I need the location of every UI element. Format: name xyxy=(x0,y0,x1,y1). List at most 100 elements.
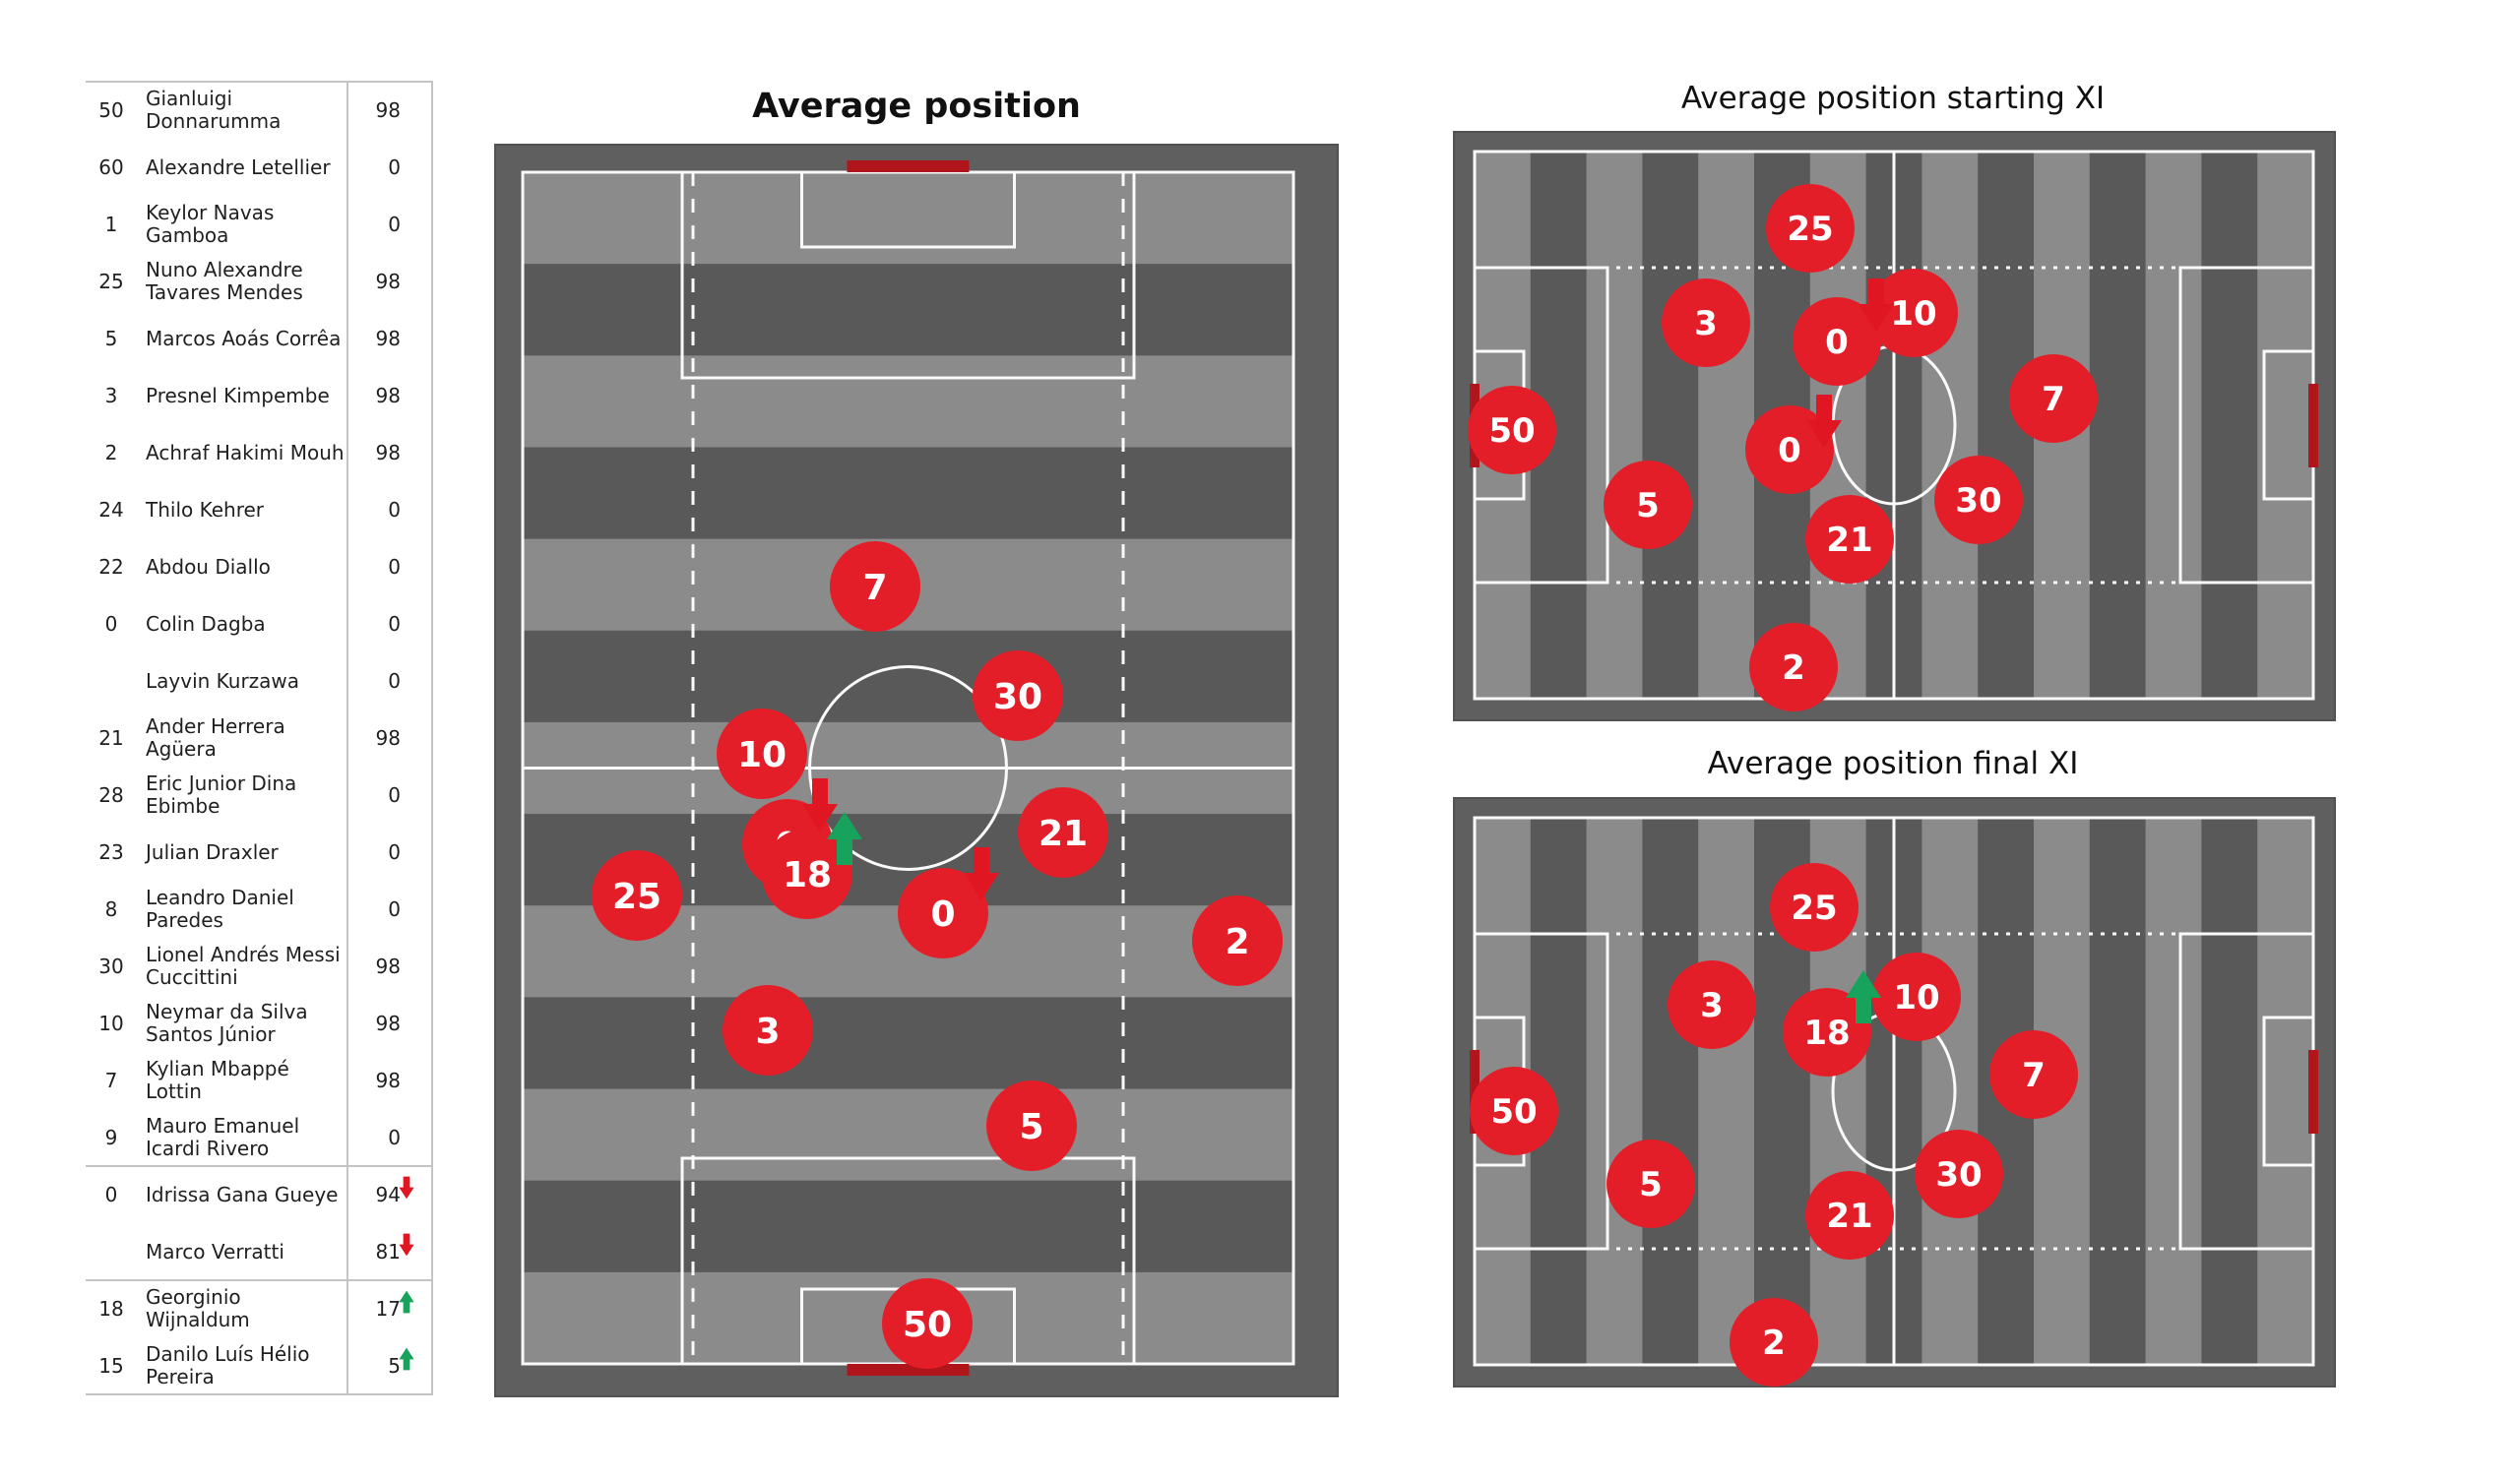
player-marker: 25 xyxy=(592,850,682,941)
svg-text:30: 30 xyxy=(1955,481,2001,521)
player-name: Colin Dagba xyxy=(146,611,266,636)
player-number: 0 xyxy=(104,612,118,636)
minutes-played: 0 xyxy=(388,840,401,864)
player-marker: 50 xyxy=(1470,1067,1558,1155)
table-row: 23 Julian Draxler 0 xyxy=(86,824,433,881)
table-right-border xyxy=(431,82,433,1394)
player-marker: 10 xyxy=(1869,269,1958,357)
goal-bottom xyxy=(847,1364,970,1376)
svg-text:21: 21 xyxy=(1039,814,1088,854)
minutes-played: 5 xyxy=(388,1354,401,1378)
chart-title-average-position: Average position xyxy=(752,87,1081,126)
table-separator-line xyxy=(86,1279,433,1281)
minutes-played: 81 xyxy=(375,1240,401,1264)
player-name: Nuno Alexandre Tavares Mendes xyxy=(146,258,303,304)
svg-text:7: 7 xyxy=(862,568,887,608)
player-marker: 25 xyxy=(1770,863,1858,952)
sub-on-icon xyxy=(399,1290,414,1314)
player-number: 22 xyxy=(98,555,124,579)
table-row: 0 Idrissa Gana Gueye 94 xyxy=(86,1166,433,1223)
player-marker: 5 xyxy=(1604,461,1692,549)
table-row: 60 Alexandre Letellier 0 xyxy=(86,139,433,196)
player-number: 15 xyxy=(98,1354,124,1378)
table-row: 2 Achraf Hakimi Mouh 98 xyxy=(86,424,433,481)
minutes-played: 0 xyxy=(388,1126,401,1149)
player-marker: 7 xyxy=(1989,1030,2078,1119)
minutes-played: 0 xyxy=(388,612,401,636)
table-row: 5 Marcos Aoás Corrêa 98 xyxy=(86,310,433,367)
minutes-played: 98 xyxy=(375,327,401,350)
player-number xyxy=(89,1223,134,1280)
player-number: 30 xyxy=(98,955,124,978)
player-name: Neymar da Silva Santos Júnior xyxy=(146,1000,308,1046)
svg-text:0: 0 xyxy=(1778,431,1801,470)
player-marker: 10 xyxy=(717,709,807,799)
sub-off-arrow-icon xyxy=(964,847,999,900)
player-number: 23 xyxy=(98,840,124,864)
minutes-played: 0 xyxy=(388,155,401,179)
table-row: 21 Ander Herrera Agüera 98 xyxy=(86,709,433,767)
svg-text:3: 3 xyxy=(755,1012,780,1052)
player-marker: 30 xyxy=(1934,456,2023,544)
minutes-played: 98 xyxy=(375,441,401,464)
player-number: 28 xyxy=(98,783,124,807)
minutes-played: 98 xyxy=(375,1069,401,1092)
player-marker: 21 xyxy=(1018,787,1108,878)
svg-text:25: 25 xyxy=(612,877,662,917)
svg-text:21: 21 xyxy=(1826,521,1872,560)
svg-text:25: 25 xyxy=(1787,210,1833,249)
player-number xyxy=(89,652,134,709)
goal-right xyxy=(2308,1050,2318,1134)
svg-text:0: 0 xyxy=(1825,323,1849,362)
svg-text:5: 5 xyxy=(1639,1165,1663,1204)
svg-text:10: 10 xyxy=(1893,978,1939,1018)
player-marker: 50 xyxy=(882,1278,973,1369)
sub-on-arrow-icon xyxy=(827,812,862,865)
svg-text:7: 7 xyxy=(2022,1056,2046,1095)
svg-text:30: 30 xyxy=(1935,1155,1982,1195)
svg-text:10: 10 xyxy=(1890,294,1936,334)
roster-table: 50 Gianluigi Donnarumma 98 60 Alexandre Lete… xyxy=(86,81,433,1395)
player-marker: 25 xyxy=(1766,184,1855,273)
player-number: 9 xyxy=(104,1126,118,1149)
player-marker: 21 xyxy=(1805,1171,1894,1260)
table-row: 7 Kylian Mbappé Lottin 98 xyxy=(86,1052,433,1109)
player-name: Georginio Wijnaldum xyxy=(146,1285,250,1331)
player-number: 1 xyxy=(104,213,118,236)
sub-off-icon xyxy=(399,1176,414,1200)
svg-text:2: 2 xyxy=(1762,1324,1786,1363)
svg-text:5: 5 xyxy=(1636,486,1660,525)
player-number: 8 xyxy=(104,897,118,921)
svg-text:21: 21 xyxy=(1826,1197,1872,1236)
sub-off-icon xyxy=(399,1233,414,1257)
svg-text:2: 2 xyxy=(1782,648,1805,688)
table-row: 1 Keylor Navas Gamboa 0 xyxy=(86,196,433,253)
player-number: 0 xyxy=(104,1183,118,1206)
player-marker: 18 xyxy=(762,829,852,919)
player-marker: 2 xyxy=(1749,623,1838,711)
player-name: Idrissa Gana Gueye xyxy=(146,1182,339,1206)
player-name: Layvin Kurzawa xyxy=(146,668,300,693)
svg-text:7: 7 xyxy=(2042,380,2065,419)
player-number: 7 xyxy=(104,1069,118,1092)
player-marker: 7 xyxy=(2009,354,2098,443)
player-marker: 21 xyxy=(1805,495,1894,584)
svg-text:10: 10 xyxy=(737,735,787,775)
table-row: 8 Leandro Daniel Paredes 0 xyxy=(86,881,433,938)
player-number: 25 xyxy=(98,270,124,293)
table-row: 22 Abdou Diallo 0 xyxy=(86,538,433,595)
table-row: 30 Lionel Andrés Messi Cuccittini 98 xyxy=(86,938,433,995)
minutes-played: 98 xyxy=(375,1012,401,1035)
svg-text:50: 50 xyxy=(903,1305,952,1345)
svg-text:2: 2 xyxy=(1225,922,1249,962)
svg-text:3: 3 xyxy=(1700,986,1724,1025)
player-number: 50 xyxy=(98,98,124,122)
table-divider-line xyxy=(346,82,348,1394)
player-marker: 30 xyxy=(1915,1130,2003,1218)
sub-off-arrow-icon xyxy=(802,778,838,832)
minutes-played: 0 xyxy=(388,213,401,236)
player-name: Presnel Kimpembe xyxy=(146,383,330,407)
svg-text:50: 50 xyxy=(1488,411,1535,451)
